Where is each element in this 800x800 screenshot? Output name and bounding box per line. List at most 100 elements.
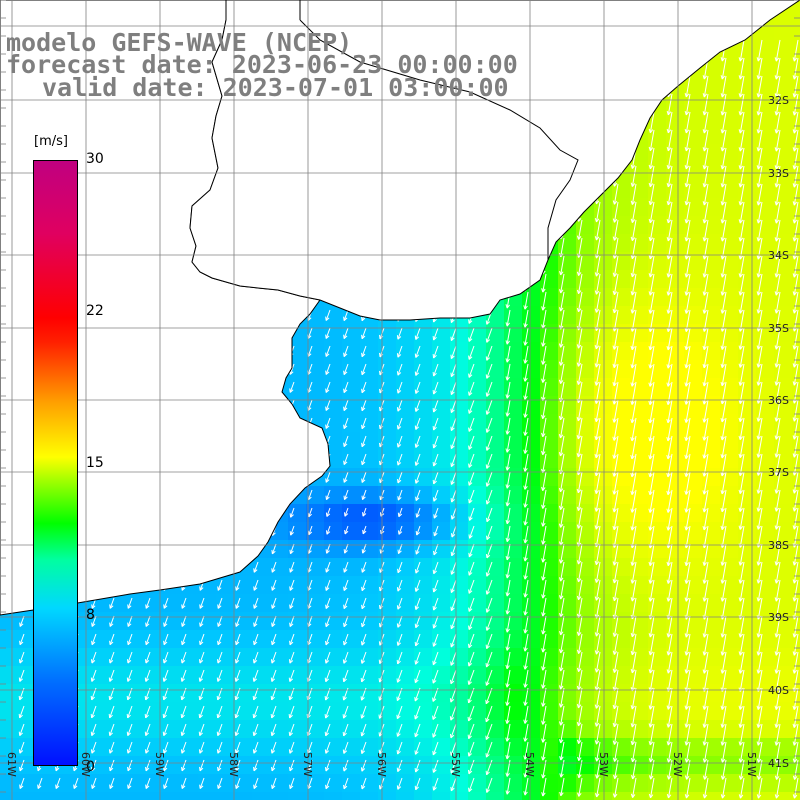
speed-cell bbox=[378, 738, 397, 757]
speed-cell bbox=[432, 468, 451, 487]
speed-cell bbox=[504, 540, 523, 559]
speed-cell bbox=[360, 342, 379, 361]
speed-cell bbox=[486, 576, 505, 595]
speed-cell bbox=[792, 468, 800, 487]
speed-cell bbox=[486, 522, 505, 541]
speed-cell bbox=[432, 756, 451, 775]
speed-cell bbox=[396, 756, 415, 775]
speed-cell bbox=[324, 576, 343, 595]
speed-cell bbox=[306, 324, 325, 343]
speed-cell bbox=[486, 504, 505, 523]
speed-cell bbox=[234, 738, 253, 757]
wind-arrow bbox=[738, 75, 745, 98]
longitude-label: 55W bbox=[449, 752, 462, 777]
speed-cell bbox=[252, 720, 271, 739]
speed-cell bbox=[306, 522, 325, 541]
speed-cell bbox=[792, 234, 800, 253]
speed-cell bbox=[90, 720, 109, 739]
speed-cell bbox=[306, 792, 325, 800]
speed-cell bbox=[504, 324, 523, 343]
speed-cell bbox=[468, 414, 487, 433]
speed-cell bbox=[306, 504, 325, 523]
speed-cell bbox=[468, 738, 487, 757]
speed-cell bbox=[792, 612, 800, 631]
speed-cell bbox=[216, 720, 235, 739]
speed-cell bbox=[792, 702, 800, 721]
speed-cell bbox=[486, 594, 505, 613]
speed-cell bbox=[126, 684, 145, 703]
speed-cell bbox=[378, 630, 397, 649]
speed-cell bbox=[468, 774, 487, 793]
speed-cell bbox=[486, 702, 505, 721]
speed-cell bbox=[180, 648, 199, 667]
speed-cell bbox=[396, 324, 415, 343]
speed-cell bbox=[324, 504, 343, 523]
speed-cell bbox=[324, 486, 343, 505]
speed-cell bbox=[504, 378, 523, 397]
speed-cell bbox=[792, 756, 800, 775]
speed-cell bbox=[450, 342, 469, 361]
speed-cell bbox=[252, 576, 271, 595]
longitude-label: 60W bbox=[79, 752, 92, 777]
speed-cell bbox=[414, 684, 433, 703]
speed-cell bbox=[234, 792, 253, 800]
speed-cell bbox=[90, 684, 109, 703]
speed-cell bbox=[342, 684, 361, 703]
speed-cell bbox=[216, 774, 235, 793]
speed-cell bbox=[504, 342, 523, 361]
speed-cell bbox=[198, 666, 217, 685]
latitude-label: 40S bbox=[768, 684, 789, 697]
speed-cell bbox=[486, 486, 505, 505]
speed-cell bbox=[792, 144, 800, 163]
speed-cell bbox=[234, 630, 253, 649]
speed-cell bbox=[432, 630, 451, 649]
speed-cell bbox=[468, 594, 487, 613]
speed-cell bbox=[486, 432, 505, 451]
speed-cell bbox=[504, 468, 523, 487]
speed-cell bbox=[504, 504, 523, 523]
speed-cell bbox=[378, 774, 397, 793]
speed-cell bbox=[324, 648, 343, 667]
speed-cell bbox=[486, 342, 505, 361]
speed-cell bbox=[108, 738, 127, 757]
speed-cell bbox=[144, 792, 163, 800]
speed-cell bbox=[234, 684, 253, 703]
speed-cell bbox=[486, 720, 505, 739]
speed-cell bbox=[378, 450, 397, 469]
speed-cell bbox=[414, 396, 433, 415]
speed-cell bbox=[126, 594, 145, 613]
speed-cell bbox=[270, 594, 289, 613]
speed-cell bbox=[792, 378, 800, 397]
speed-cell bbox=[378, 792, 397, 800]
speed-cell bbox=[108, 684, 127, 703]
colorbar-tick-label: 30 bbox=[86, 151, 104, 167]
speed-cell bbox=[342, 486, 361, 505]
speed-cell bbox=[378, 360, 397, 379]
speed-cell bbox=[504, 396, 523, 415]
speed-cell bbox=[234, 594, 253, 613]
speed-cell bbox=[324, 630, 343, 649]
speed-cell bbox=[234, 702, 253, 721]
speed-cell bbox=[450, 468, 469, 487]
speed-cell bbox=[396, 468, 415, 487]
speed-cell bbox=[252, 594, 271, 613]
speed-cell bbox=[504, 486, 523, 505]
speed-cell bbox=[432, 702, 451, 721]
speed-cell bbox=[0, 738, 19, 757]
speed-cell bbox=[180, 738, 199, 757]
speed-cell bbox=[288, 666, 307, 685]
speed-cell bbox=[468, 504, 487, 523]
speed-cell bbox=[360, 720, 379, 739]
speed-cell bbox=[216, 594, 235, 613]
wind-arrow bbox=[720, 75, 727, 98]
speed-cell bbox=[270, 576, 289, 595]
longitude-label: 53W bbox=[597, 752, 610, 777]
speed-cell bbox=[288, 522, 307, 541]
longitude-label: 52W bbox=[671, 752, 684, 777]
wind-arrow bbox=[756, 39, 763, 62]
speed-cell bbox=[774, 36, 793, 55]
speed-cell bbox=[432, 396, 451, 415]
speed-cell bbox=[432, 414, 451, 433]
speed-cell bbox=[396, 648, 415, 667]
speed-cell bbox=[234, 756, 253, 775]
